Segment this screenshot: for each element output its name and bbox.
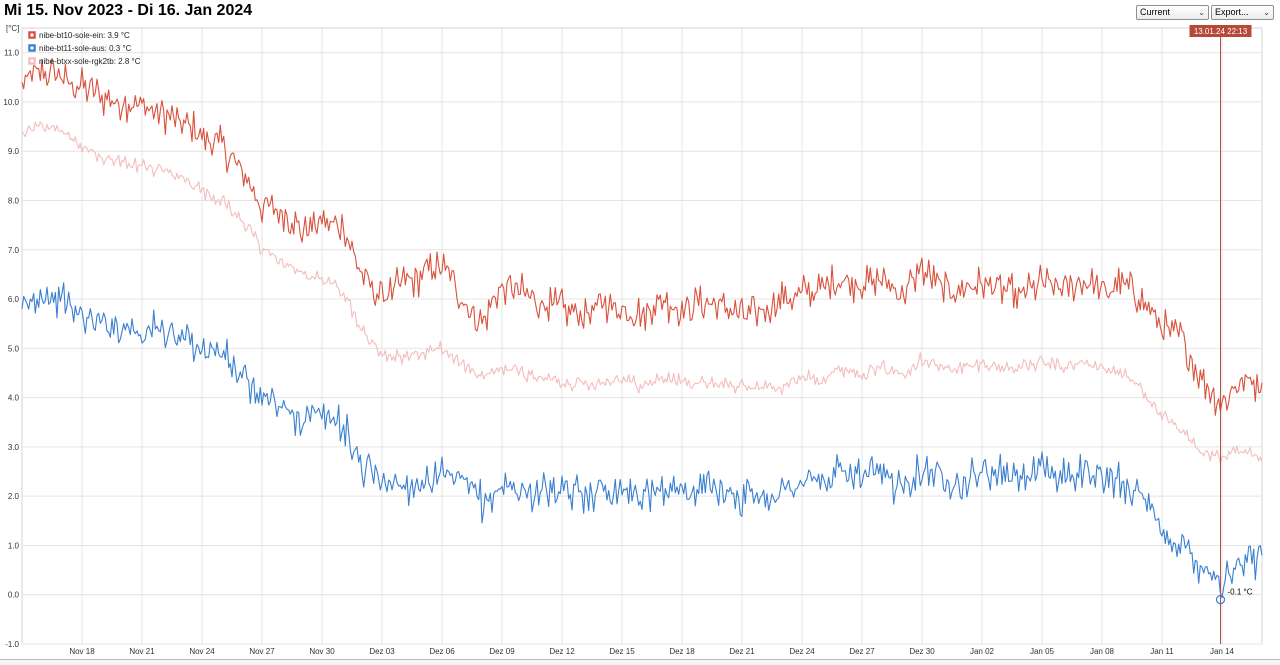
x-tick-label: Jan 14: [1210, 647, 1235, 656]
legend[interactable]: nibe-bt10-sole-ein: 3.9 °C nibe-bt11-sole…: [27, 30, 141, 66]
x-tick-label: Nov 18: [69, 647, 95, 656]
chevron-down-icon: ⌄: [1263, 8, 1270, 17]
legend-swatch-dot: [30, 33, 34, 37]
y-tick-label: -1.0: [5, 640, 19, 649]
y-tick-label: 5.0: [8, 344, 20, 353]
cursor-date-badge: [1189, 25, 1252, 37]
x-tick-label: Jan 05: [1030, 647, 1055, 656]
plot-frame: [21, 27, 1263, 645]
y-tick-label: 0.0: [8, 591, 20, 600]
chevron-down-icon: ⌄: [1198, 8, 1205, 17]
y-tick-label: 11.0: [4, 49, 20, 58]
legend-entry: nibe-bt11-sole-aus: 0.3 °C: [39, 44, 132, 53]
y-tick-label: 9.0: [8, 147, 20, 156]
legend-entry: nibe-btxx-sole-rgk2tb: 2.8 °C: [39, 57, 141, 66]
y-tick-label: 6.0: [8, 295, 20, 304]
x-tick-label: Nov 24: [189, 647, 215, 656]
export-select[interactable]: Export... ⌄: [1211, 5, 1274, 20]
x-tick-label: Jan 02: [970, 647, 995, 656]
axes: -1.0 0.0 1.0 2.0 3.0 4.0 5.0 6.0 7.0 8.0 9.0 10.0 11…: [3, 24, 1234, 656]
x-tick-label: Dez 09: [489, 647, 515, 656]
y-tick-label: 8.0: [8, 196, 20, 205]
x-tick-label: Nov 27: [249, 647, 275, 656]
y-tick-label: 10.0: [3, 98, 19, 107]
x-tick-label: Jan 08: [1090, 647, 1115, 656]
x-tick-label: Dez 03: [369, 647, 395, 656]
x-tick-label: Dez 24: [789, 647, 815, 656]
y-tick-label: 4.0: [8, 394, 20, 403]
series-line: [21, 282, 1263, 599]
x-tick-label: Dez 12: [549, 647, 575, 656]
export-select-value: Export...: [1215, 7, 1249, 17]
x-tick-label: Dez 21: [729, 647, 755, 656]
cursor: 13.01.24 22:13 -0.1 °C: [1189, 25, 1253, 644]
x-tick-label: Jan 11: [1150, 647, 1174, 656]
x-tick-label: Dez 18: [669, 647, 695, 656]
x-tick-label: Dez 06: [429, 647, 455, 656]
period-select-value: Current: [1140, 7, 1171, 17]
y-tick-label: 7.0: [8, 246, 20, 255]
x-tick-label: Nov 21: [129, 647, 155, 656]
x-tick-label: Dez 30: [909, 647, 935, 656]
series-line: [21, 121, 1263, 464]
y-tick-label: 3.0: [8, 443, 20, 452]
grid: [21, 27, 1263, 645]
series-layer: [21, 57, 1263, 599]
y-axis-label: [°C]: [6, 24, 19, 33]
y-tick-label: 2.0: [8, 492, 20, 501]
page-title: Mi 15. Nov 2023 - Di 16. Jan 2024: [4, 2, 253, 19]
x-tick-label: Dez 15: [609, 647, 635, 656]
legend-entry: nibe-bt10-sole-ein: 3.9 °C: [39, 31, 130, 40]
cursor-marker: [1215, 595, 1226, 605]
x-tick-label: Nov 30: [309, 647, 335, 656]
legend-swatch-dot: [30, 46, 34, 50]
legend-swatch-dot: [30, 59, 34, 63]
cursor-date-label: 13.01.24 22:13: [1194, 27, 1248, 36]
chart-controls: Current ⌄ Export... ⌄: [1136, 5, 1274, 20]
x-tick-label: Dez 27: [849, 647, 875, 656]
y-tick-label: 1.0: [8, 541, 20, 550]
scrollbar[interactable]: [0, 659, 1280, 665]
cursor-value-label: -0.1 °C: [1228, 588, 1253, 597]
series-line: [21, 57, 1263, 416]
period-select[interactable]: Current ⌄: [1136, 5, 1209, 20]
